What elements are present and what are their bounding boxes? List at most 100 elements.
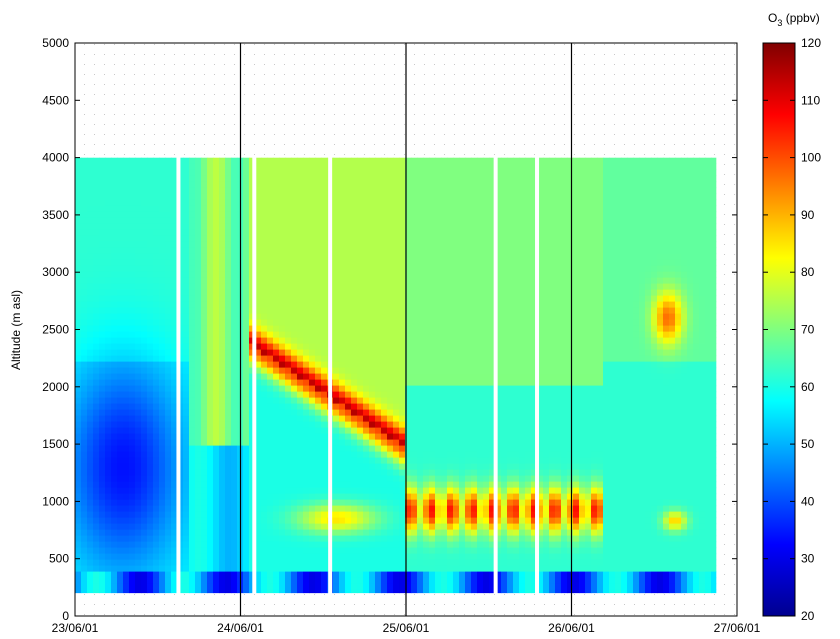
ozone-cell (399, 409, 406, 417)
ozone-cell (141, 445, 148, 453)
ozone-cell (399, 349, 406, 357)
ozone-cell (471, 565, 478, 573)
ozone-cell (471, 505, 478, 513)
ozone-cell (87, 277, 94, 285)
ozone-cell (213, 259, 220, 267)
ozone-cell (141, 511, 148, 519)
ozone-cell (207, 271, 214, 279)
ozone-cell (399, 481, 406, 489)
ozone-cell (255, 217, 262, 225)
ozone-cell (393, 193, 400, 201)
ozone-cell (279, 187, 286, 195)
ozone-cell (387, 235, 394, 243)
ozone-cell (447, 373, 454, 381)
ozone-cell (369, 223, 376, 231)
ozone-cell (321, 361, 328, 369)
ozone-cell (81, 481, 88, 489)
ozone-cell (279, 403, 286, 411)
ozone-cell (273, 343, 280, 351)
ozone-cell (285, 577, 292, 585)
ozone-cell (309, 337, 316, 345)
ozone-cell (75, 445, 82, 453)
ozone-cell (273, 247, 280, 255)
ozone-cell (363, 163, 370, 171)
ozone-cell (411, 397, 418, 405)
ozone-cell (219, 559, 226, 567)
ozone-cell (399, 271, 406, 279)
ozone-cell (411, 499, 418, 507)
ozone-cell (231, 571, 238, 579)
ozone-cell (483, 205, 490, 213)
ozone-cell (279, 217, 286, 225)
ozone-cell (93, 439, 100, 447)
ozone-cell (435, 493, 442, 501)
ozone-cell (441, 385, 448, 393)
ozone-cell (255, 307, 262, 315)
ozone-cell (123, 223, 130, 231)
ozone-cell (81, 349, 88, 357)
ozone-cell (303, 427, 310, 435)
ozone-cell (477, 337, 484, 345)
ozone-cell (105, 499, 112, 507)
ozone-cell (255, 433, 262, 441)
ozone-cell (225, 163, 232, 171)
ozone-cell (231, 187, 238, 195)
ozone-cell (459, 217, 466, 225)
ozone-cell (429, 301, 436, 309)
ozone-cell (417, 535, 424, 543)
ozone-cell (207, 529, 214, 537)
ozone-cell (87, 175, 94, 183)
ozone-cell (261, 391, 268, 399)
ozone-cell (363, 457, 370, 465)
ozone-cell (171, 415, 178, 423)
ozone-cell (207, 409, 214, 417)
ozone-cell (423, 373, 430, 381)
ozone-cell (411, 319, 418, 327)
ozone-cell (375, 295, 382, 303)
ozone-cell (333, 433, 340, 441)
ozone-cell (201, 493, 208, 501)
ozone-cell (303, 571, 310, 579)
ozone-cell (303, 241, 310, 249)
ozone-cell (207, 361, 214, 369)
ozone-cell (93, 523, 100, 531)
ozone-cell (201, 223, 208, 231)
ozone-cell (483, 319, 490, 327)
ozone-cell (249, 241, 256, 249)
ozone-cell (273, 313, 280, 321)
ozone-cell (219, 235, 226, 243)
ozone-cell (291, 373, 298, 381)
ozone-cell (243, 547, 250, 555)
ozone-cell (123, 217, 130, 225)
ozone-cell (291, 169, 298, 177)
ozone-cell (135, 433, 142, 441)
ozone-cell (129, 187, 136, 195)
ozone-cell (261, 271, 268, 279)
ozone-cell (261, 325, 268, 333)
ozone-cell (459, 361, 466, 369)
ozone-cell (129, 397, 136, 405)
ozone-cell (171, 175, 178, 183)
ozone-cell (207, 193, 214, 201)
ozone-cell (429, 439, 436, 447)
ozone-cell (357, 241, 364, 249)
ozone-cell (303, 523, 310, 531)
ozone-cell (261, 301, 268, 309)
ozone-cell (261, 421, 268, 429)
ozone-cell (207, 445, 214, 453)
ozone-cell (417, 181, 424, 189)
ozone-cell (159, 463, 166, 471)
ozone-cell (93, 577, 100, 585)
ozone-cell (123, 529, 130, 537)
ozone-cell (315, 409, 322, 417)
ozone-cell (411, 277, 418, 285)
ozone-cell (417, 493, 424, 501)
ozone-cell (267, 571, 274, 579)
ozone-cell (273, 283, 280, 291)
ozone-cell (315, 319, 322, 327)
ozone-cell (285, 517, 292, 525)
ozone-cell (435, 253, 442, 261)
ozone-cell (429, 217, 436, 225)
ozone-cell (423, 271, 430, 279)
ozone-cell (189, 157, 196, 165)
